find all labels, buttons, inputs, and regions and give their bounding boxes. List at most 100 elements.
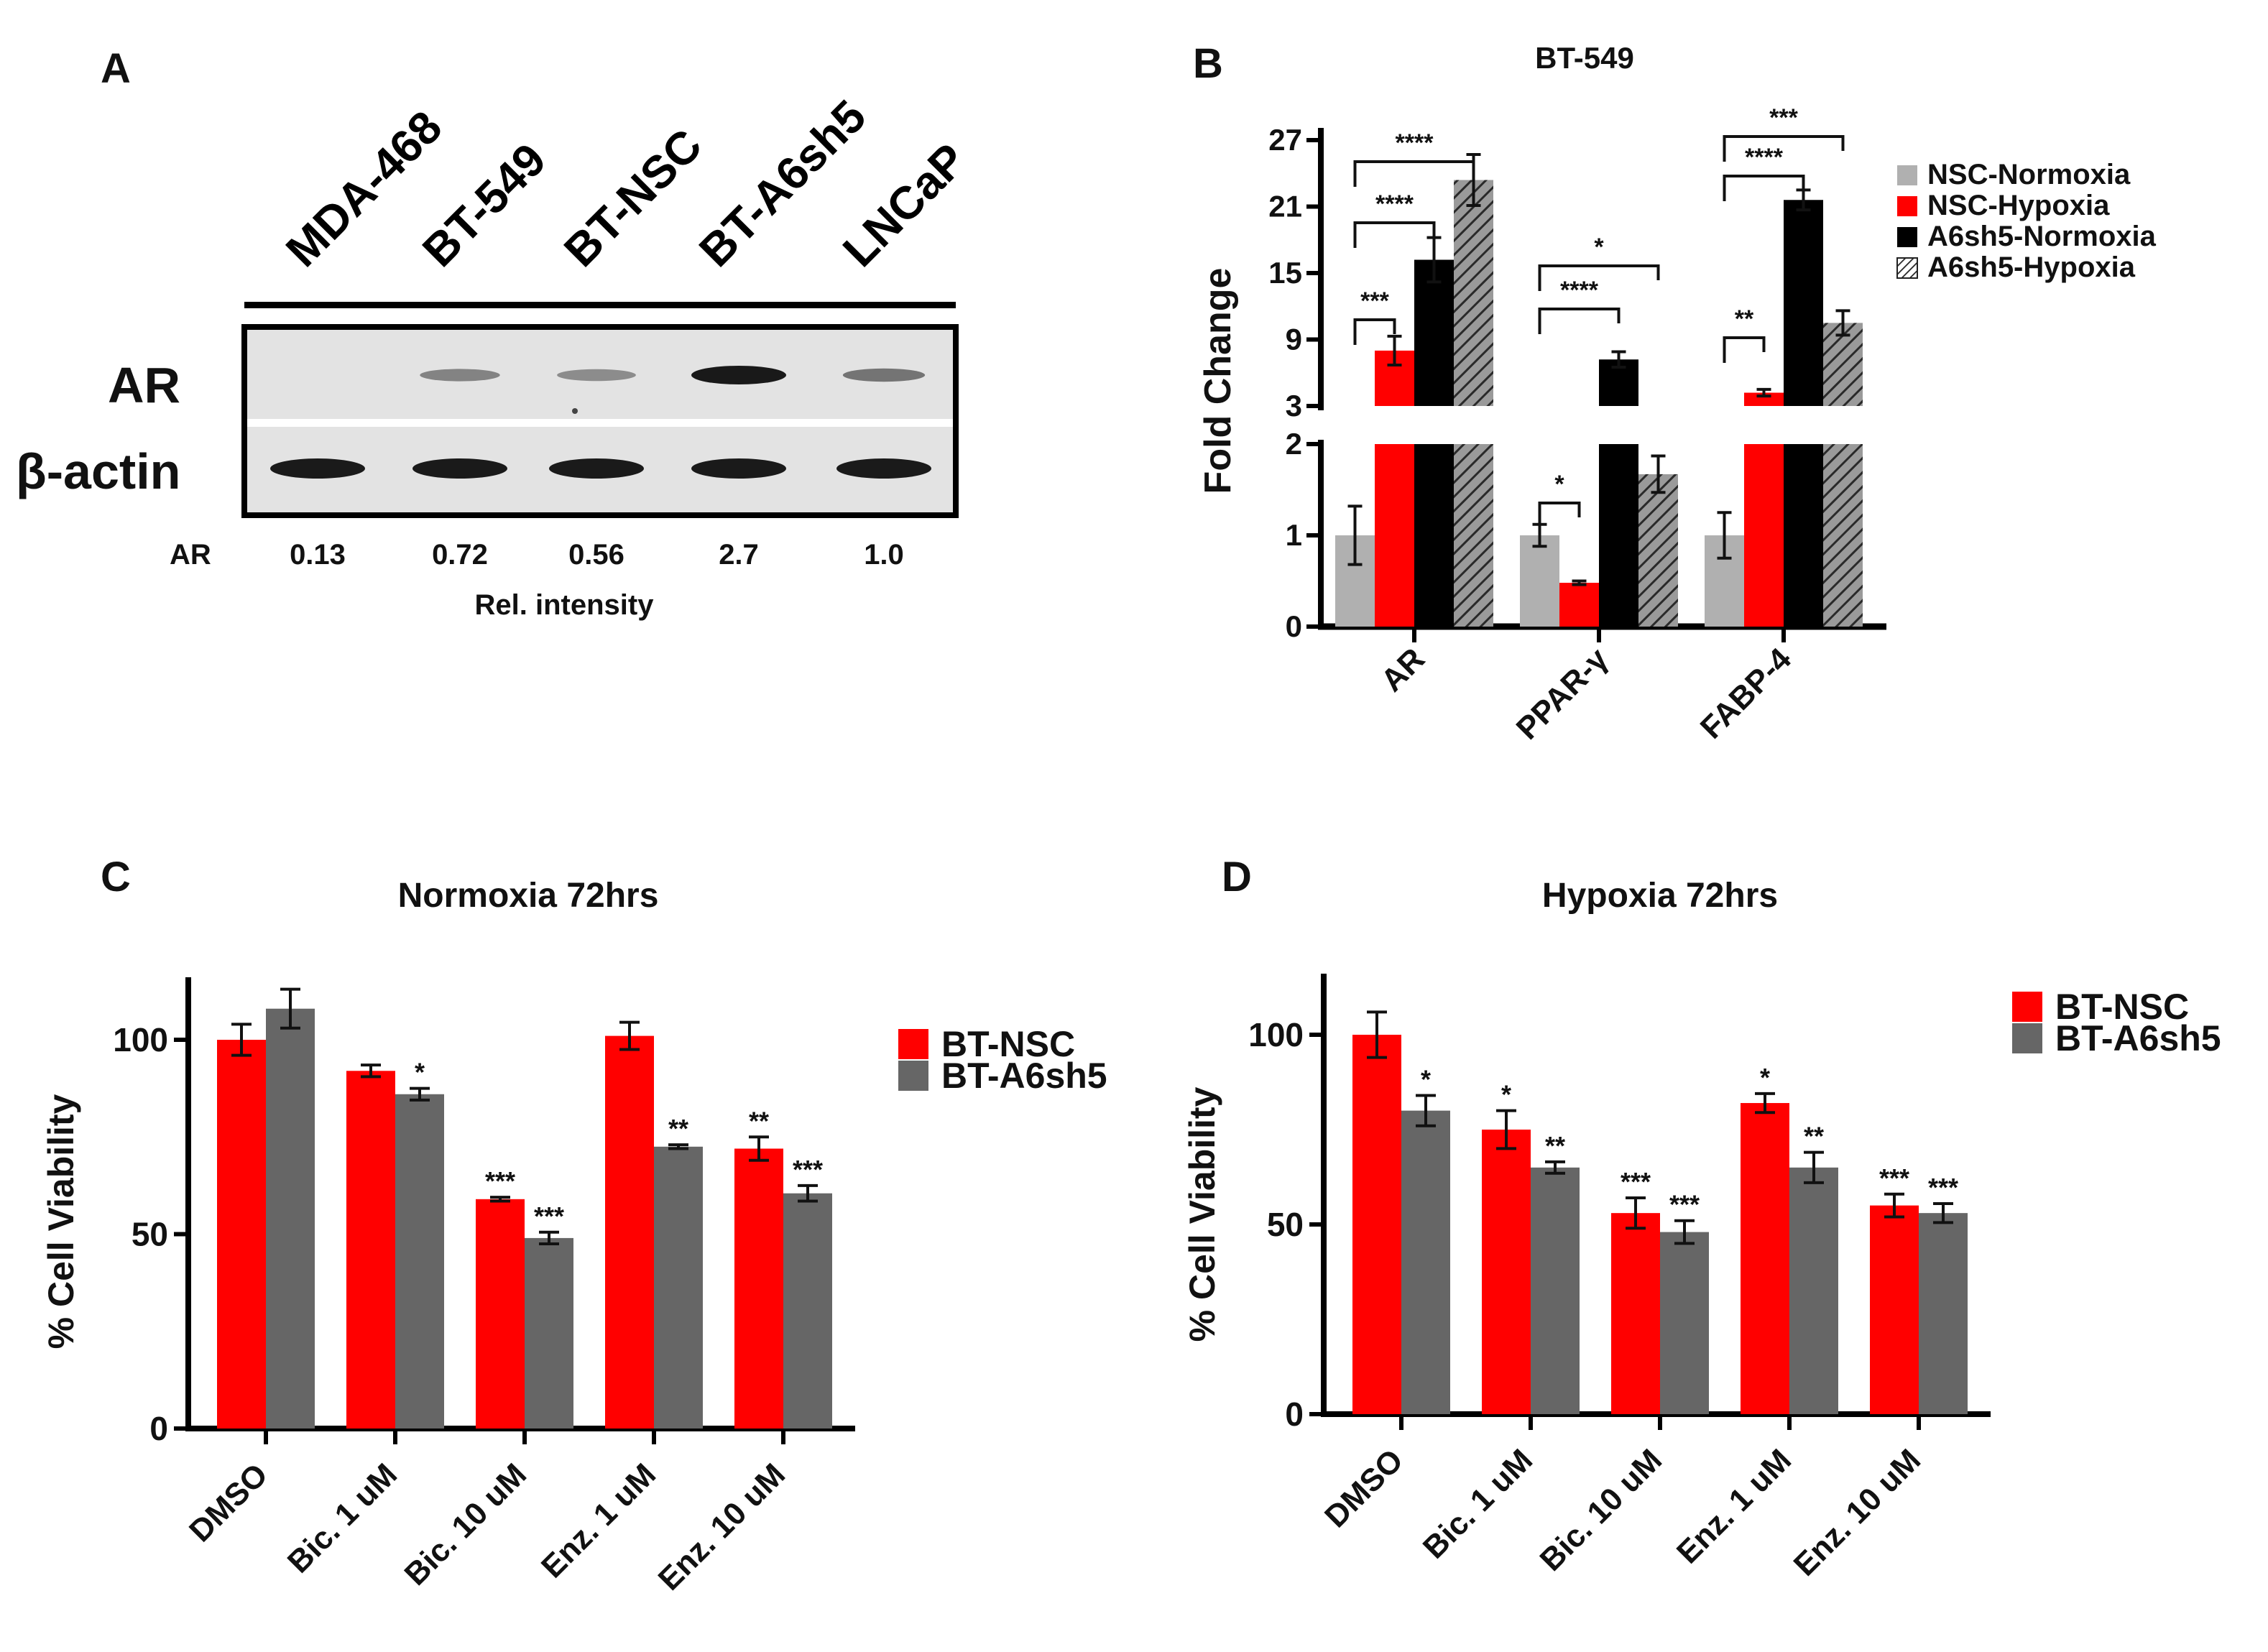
significance-star: * — [1760, 1063, 1770, 1092]
legend-swatch-a6sh5-normoxia — [1897, 227, 1917, 247]
intensity-value: 2.7 — [719, 539, 759, 571]
x-tick-label: PPAR-γ — [1510, 641, 1615, 747]
row-label-ar: AR — [108, 357, 180, 413]
significance-bracket — [1723, 336, 1766, 363]
x-tick-label: Enz. 1 uM — [1670, 1442, 1798, 1570]
bar — [1919, 1213, 1968, 1414]
x-tick-label: DMSO — [1318, 1442, 1410, 1534]
ar-band — [691, 366, 786, 384]
chart-title: Hypoxia 72hrs — [1542, 877, 1778, 915]
y-axis-label: Fold Change — [1197, 268, 1239, 494]
significance-star: *** — [485, 1166, 515, 1196]
legend-label: BT-NSC — [2055, 987, 2189, 1027]
significance-star: *** — [1621, 1167, 1651, 1196]
normoxia-viability-chart: Normoxia 72hrs % Cell Viability 0 50 100 *… — [41, 877, 1107, 1597]
significance-star: ** — [668, 1114, 688, 1143]
intensity-caption: Rel. intensity — [475, 589, 655, 621]
y-tick-label: 1 — [1286, 518, 1302, 552]
bar — [1784, 200, 1823, 406]
y-tick-label: 2 — [1286, 427, 1302, 461]
bar — [1744, 392, 1784, 406]
ar-band — [557, 369, 636, 382]
legend-swatch-nsc-hypoxia — [1897, 196, 1917, 216]
y-tick-label: 9 — [1286, 323, 1302, 356]
x-tick-labels: DMSO Bic. 1 uM Bic. 10 uM Enz. 1 uM Enz.… — [1318, 1442, 1927, 1582]
legend-label: A6sh5-Hypoxia — [1927, 252, 2136, 283]
significance-star: ** — [1545, 1131, 1565, 1160]
legend-swatch-nsc-normoxia — [1897, 165, 1917, 185]
intensity-value: 0.13 — [290, 539, 346, 571]
bar — [734, 1148, 783, 1429]
significance-stars: ************** — [415, 1058, 823, 1231]
legend: BT-NSC BT-A6sh5 — [898, 1024, 1107, 1096]
significance-label: ** — [1735, 305, 1754, 333]
bar — [1611, 1213, 1660, 1414]
x-tick-label: DMSO — [183, 1457, 275, 1549]
y-tick-label: 100 — [1248, 1016, 1304, 1053]
bars — [1335, 180, 1863, 627]
legend-label: BT-A6sh5 — [941, 1056, 1107, 1096]
lane-header-rule — [244, 302, 956, 308]
bar — [605, 1035, 654, 1429]
bar — [783, 1193, 832, 1429]
legend-label: BT-NSC — [941, 1024, 1075, 1064]
significance-star: *** — [534, 1201, 564, 1231]
significance-star: * — [415, 1058, 425, 1087]
bar — [1414, 259, 1454, 406]
y-tick-label: 0 — [1286, 609, 1302, 643]
intensity-row-label: AR — [170, 539, 211, 571]
blot-speck — [572, 408, 578, 414]
y-tick-label: 50 — [132, 1216, 168, 1253]
bars — [1352, 1035, 1968, 1414]
bar — [1789, 1167, 1838, 1414]
bar — [1531, 1167, 1580, 1414]
bar — [1454, 444, 1493, 627]
intensity-value: 1.0 — [864, 539, 904, 571]
significance-label: * — [1554, 471, 1564, 498]
y-tick-label: 0 — [1285, 1395, 1304, 1433]
x-tick-label: Bic. 1 uM — [1416, 1442, 1539, 1565]
significance-star: * — [1501, 1080, 1511, 1109]
bar — [1520, 535, 1559, 627]
legend-swatch-bt-a6sh5 — [2012, 1023, 2042, 1053]
legend-swatch-bt-nsc — [898, 1029, 928, 1059]
y-tick-label: 100 — [113, 1021, 168, 1058]
x-tick-label: Enz. 10 uM — [652, 1457, 792, 1597]
lane-label: BT-NSC — [554, 119, 711, 277]
bar — [476, 1199, 525, 1429]
y-tick-label: 3 — [1286, 389, 1302, 423]
legend: BT-NSC BT-A6sh5 — [2012, 987, 2221, 1058]
legend: NSC-Normoxia NSC-Hypoxia A6sh5-Normoxia … — [1896, 159, 2157, 283]
significance-label: **** — [1560, 277, 1599, 304]
legend-label: A6sh5-Normoxia — [1927, 221, 2157, 252]
bar — [346, 1071, 395, 1429]
bar — [266, 1008, 315, 1429]
ar-bands — [420, 366, 926, 384]
legend-label: NSC-Hypoxia — [1927, 190, 2110, 221]
bar — [525, 1237, 573, 1429]
bar — [217, 1040, 266, 1429]
significance-star: ** — [1804, 1122, 1824, 1151]
significance-bracket — [1723, 175, 1805, 201]
bar — [1660, 1232, 1709, 1414]
blot-divider — [247, 419, 953, 427]
intensity-value: 0.56 — [568, 539, 624, 571]
chart-title: Normoxia 72hrs — [398, 877, 659, 915]
lane-labels: MDA-468 BT-549 BT-NSC BT-A6sh5 LNCaP — [276, 90, 976, 277]
significance-bracket — [1538, 308, 1621, 334]
y-axis-label: % Cell Viability — [1182, 1086, 1222, 1342]
significance-star: *** — [1669, 1190, 1700, 1219]
actin-band — [412, 458, 507, 479]
legend-label: BT-A6sh5 — [2055, 1018, 2221, 1058]
bar — [1482, 1130, 1531, 1414]
legend-swatch-bt-a6sh5 — [898, 1061, 928, 1091]
row-label-actin: β-actin — [16, 443, 180, 499]
x-tick-label: Bic. 10 uM — [1534, 1442, 1669, 1578]
bar — [395, 1094, 444, 1429]
x-tick-label: Enz. 1 uM — [535, 1457, 663, 1584]
significance-bracket — [1538, 264, 1660, 291]
x-tick-label: Enz. 10 uM — [1787, 1442, 1927, 1582]
lane-label: LNCaP — [833, 134, 976, 277]
